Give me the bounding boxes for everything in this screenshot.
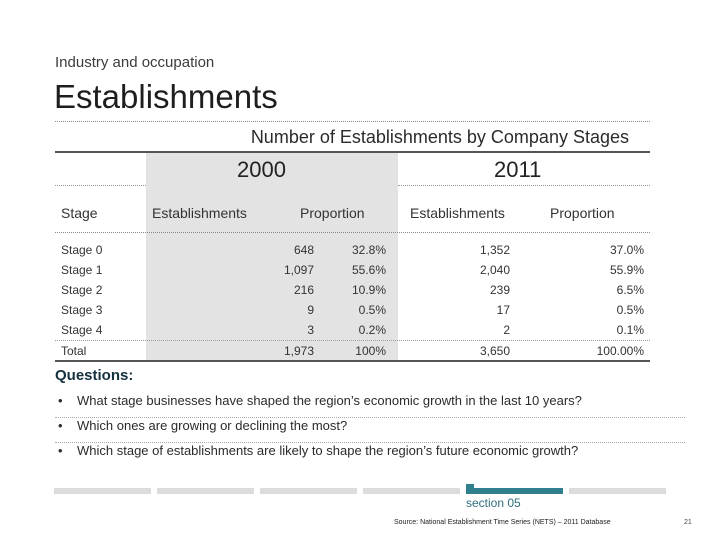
bullet-icon: • (58, 393, 63, 408)
cell-proportion-2011: 6.5% (616, 283, 644, 297)
section-segment (363, 488, 460, 494)
column-header-establishments-2011: Establishments (410, 205, 505, 221)
cell-establishments-2000: 1,973 (283, 344, 314, 358)
column-header-stage: Stage (61, 205, 98, 221)
cell-proportion-2000: 32.8% (351, 243, 386, 257)
cell-proportion-2011: 37.0% (609, 243, 644, 257)
bullet-icon: • (58, 418, 63, 433)
table-row: Stage 1 1,097 55.6% 2,040 55.9% (55, 260, 650, 280)
page-title: Establishments (54, 78, 278, 115)
cell-establishments-2000: 648 (293, 243, 314, 257)
source-note: Source: National Establishment Time Seri… (394, 519, 611, 526)
question-item: • Which stage of establishments are like… (55, 440, 685, 465)
table-row-total: Total 1,973 100% 3,650 100.00% (55, 340, 650, 361)
cell-proportion-2011: 100.00% (596, 344, 644, 358)
question-text: Which stage of establishments are likely… (77, 443, 579, 458)
cell-establishments-2011: 239 (489, 283, 510, 297)
section-marker-icon (466, 484, 474, 488)
cell-proportion-2000: 100% (355, 344, 386, 358)
header-divider (55, 232, 650, 233)
year-divider-right (398, 185, 650, 186)
cell-proportion-2011: 55.9% (609, 263, 644, 277)
question-text: Which ones are growing or declining the … (77, 418, 348, 433)
cell-proportion-2000: 10.9% (351, 283, 386, 297)
table-title: Number of Establishments by Company Stag… (250, 127, 629, 147)
table-top-rule (55, 151, 650, 153)
cell-establishments-2011: 1,352 (479, 243, 510, 257)
section-segment-active (466, 488, 563, 494)
section-segment (569, 488, 666, 494)
question-text: What stage businesses have shaped the re… (77, 393, 582, 408)
section-progress-bar (54, 488, 666, 494)
table-row: Stage 3 9 0.5% 17 0.5% (55, 300, 650, 320)
section-subtitle: Industry and occupation (55, 54, 215, 71)
cell-establishments-2000: 3 (307, 323, 314, 337)
cell-proportion-2000: 0.2% (358, 323, 386, 337)
section-segment (157, 488, 254, 494)
cell-stage: Total (61, 344, 87, 358)
year-divider-left (55, 185, 146, 186)
cell-stage: Stage 0 (61, 243, 103, 257)
column-header-proportion-2011: Proportion (550, 205, 615, 221)
cell-establishments-2011: 17 (496, 303, 510, 317)
question-divider (55, 417, 685, 418)
question-divider (55, 442, 685, 443)
cell-proportion-2000: 0.5% (358, 303, 386, 317)
cell-establishments-2011: 2,040 (479, 263, 510, 277)
cell-stage: Stage 2 (61, 283, 103, 297)
table-bottom-rule (55, 360, 650, 362)
cell-establishments-2011: 2 (503, 323, 510, 337)
cell-establishments-2000: 216 (293, 283, 314, 297)
title-divider (55, 121, 650, 122)
section-segment (54, 488, 151, 494)
table-body: Stage 0 648 32.8% 1,352 37.0% Stage 1 1,… (55, 240, 650, 361)
table-row: Stage 0 648 32.8% 1,352 37.0% (55, 240, 650, 260)
year-header-2000: 2000 (237, 157, 286, 182)
cell-establishments-2011: 3,650 (479, 344, 510, 358)
question-item: • What stage businesses have shaped the … (55, 390, 685, 415)
page-number: 21 (684, 519, 692, 526)
cell-stage: Stage 4 (61, 323, 103, 337)
cell-stage: Stage 3 (61, 303, 103, 317)
cell-establishments-2000: 1,097 (283, 263, 314, 277)
column-header-establishments-2000: Establishments (152, 205, 247, 221)
questions-heading: Questions: (55, 367, 134, 384)
cell-proportion-2011: 0.5% (616, 303, 644, 317)
bullet-icon: • (58, 443, 63, 458)
cell-proportion-2000: 55.6% (351, 263, 386, 277)
table-row: Stage 2 216 10.9% 239 6.5% (55, 280, 650, 300)
cell-stage: Stage 1 (61, 263, 103, 277)
column-header-proportion-2000: Proportion (300, 205, 365, 221)
table-row: Stage 4 3 0.2% 2 0.1% (55, 320, 650, 340)
year-2000-column-shade (146, 153, 398, 361)
cell-proportion-2011: 0.1% (616, 323, 644, 337)
question-item: • Which ones are growing or declining th… (55, 415, 685, 440)
section-segment (260, 488, 357, 494)
cell-establishments-2000: 9 (307, 303, 314, 317)
section-label: section 05 (466, 496, 521, 510)
questions-list: • What stage businesses have shaped the … (55, 390, 685, 465)
year-header-2011: 2011 (494, 157, 542, 182)
